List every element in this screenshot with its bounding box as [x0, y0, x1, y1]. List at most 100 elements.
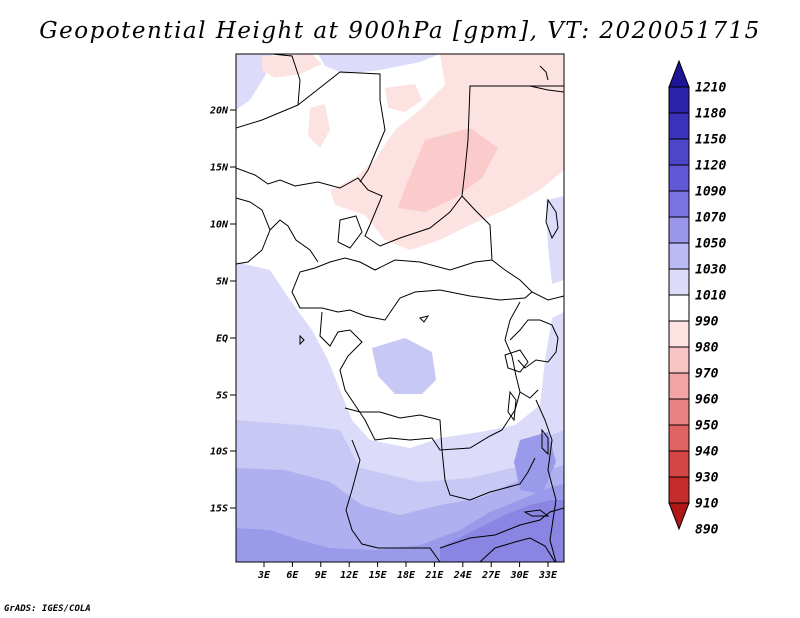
legend-swatch [668, 138, 690, 166]
legend-swatch [668, 320, 690, 348]
legend-label: 910 [695, 497, 719, 512]
border-niger [297, 71, 386, 183]
field-pink-patch [385, 84, 422, 112]
legend-label: 930 [695, 471, 719, 486]
lat-tick-label: 5N [216, 277, 229, 288]
legend-top-arrow [668, 59, 690, 88]
legend-swatch [668, 268, 690, 296]
legend-label: 890 [695, 523, 719, 538]
border-egypt [539, 65, 549, 81]
lat-tick-label: 15N [210, 163, 229, 174]
legend-swatch [668, 86, 690, 114]
lon-tick-label: 30E [510, 570, 530, 581]
lon-tick-label: 3E [257, 570, 271, 581]
border-zimbabwe [479, 537, 556, 562]
longitude-axis: 3E 6E 9E 12E 15E 18E 21E 24E 27E 30E 33E [257, 562, 558, 581]
lat-tick-label: 10N [210, 220, 229, 231]
legend-label: 1150 [695, 133, 726, 148]
legend-label: 990 [695, 315, 719, 330]
border-ghana-nigeria [269, 219, 319, 263]
legend-swatch [668, 476, 690, 504]
lon-tick-label: 18E [397, 570, 416, 581]
field-lavender-east [546, 196, 564, 284]
legend-label: 960 [695, 393, 719, 408]
map-title: Geopotential Height at 900hPa [gpm], VT:… [39, 18, 761, 44]
lon-tick-label: 21E [424, 570, 444, 581]
border-ethiopia [545, 198, 559, 240]
legend-label: 1180 [695, 107, 726, 122]
lake-mai-ndombe [419, 315, 430, 323]
legend-swatch [668, 294, 690, 322]
legend-swatch [668, 372, 690, 400]
lon-tick-label: 33E [538, 570, 558, 581]
legend-label: 980 [695, 341, 719, 356]
border-libya-sudan [470, 85, 564, 93]
legend-label: 940 [695, 445, 719, 460]
grads-credit: GrADS: IGES/COLA [4, 604, 91, 614]
latitude-axis: 20N 15N 10N 5N EQ 5S 10S 15S [209, 106, 236, 515]
lat-tick-label: 20N [209, 106, 229, 117]
border-angola-north [344, 407, 443, 451]
legend-swatch [668, 242, 690, 270]
field-pink-small [308, 104, 330, 148]
legend-swatch [668, 190, 690, 218]
border-drc-east [501, 301, 521, 431]
height-field [236, 54, 564, 562]
legend-swatch [668, 346, 690, 374]
lake-kariba [523, 509, 550, 517]
lakes [299, 315, 550, 517]
lat-tick-label: 15S [210, 504, 228, 515]
legend-swatch [668, 398, 690, 426]
legend-label: 970 [695, 367, 719, 382]
legend-swatch [668, 164, 690, 192]
legend-swatch [668, 112, 690, 140]
legend-swatch [668, 450, 690, 478]
border-algeria-mali [236, 54, 301, 129]
legend-label: 1090 [695, 185, 726, 200]
border-mozambique [535, 399, 557, 562]
legend-label: 1070 [695, 211, 726, 226]
lon-tick-label: 12E [340, 570, 359, 581]
border-sahel [236, 85, 564, 247]
legend-label: 950 [695, 419, 719, 434]
legend-label: 1210 [695, 81, 726, 96]
legend-label: 1050 [695, 237, 726, 252]
field-lavender-1090-north [514, 432, 556, 494]
lon-tick-label: 15E [369, 570, 388, 581]
lake-victoria [504, 349, 529, 373]
color-bar-legend: 1210 1180 1150 1120 1090 1070 1050 1030 1010 990 9… [668, 59, 726, 538]
legend-label: 1030 [695, 263, 726, 278]
border-east-africa [509, 319, 559, 369]
lake-tanganyika [507, 390, 517, 422]
field-pink-top-left [262, 54, 322, 78]
lake-small [299, 334, 305, 346]
field-lavender-north [318, 54, 440, 74]
lon-tick-label: 9E [315, 570, 328, 581]
legend-label: 1120 [695, 159, 726, 174]
border-car-north [299, 257, 493, 273]
map-frame [235, 53, 565, 563]
legend-label: 1010 [695, 289, 726, 304]
field-lavender-congo [372, 338, 436, 394]
border-car-congo [291, 271, 533, 321]
country-borders [236, 54, 564, 562]
border-tanzania [519, 389, 539, 399]
lon-tick-label: 27E [481, 570, 501, 581]
lat-tick-label: 10S [210, 447, 228, 458]
lon-tick-label: 6E [286, 570, 299, 581]
lat-tick-label: EQ [216, 334, 228, 345]
border-zambia [441, 449, 536, 501]
border-angola-namibia [345, 439, 441, 562]
border-zambezi [439, 507, 564, 549]
legend-bottom-arrow [668, 502, 690, 531]
border-congo-drc [319, 311, 503, 451]
legend-swatch [668, 424, 690, 452]
border-sudan-south [461, 195, 564, 301]
lon-tick-label: 24E [453, 570, 473, 581]
lat-tick-label: 5S [216, 391, 228, 402]
legend-swatch [668, 216, 690, 244]
lake-malawi [541, 428, 549, 456]
field-pink-core [398, 128, 498, 212]
border-lake-chad [337, 215, 363, 249]
